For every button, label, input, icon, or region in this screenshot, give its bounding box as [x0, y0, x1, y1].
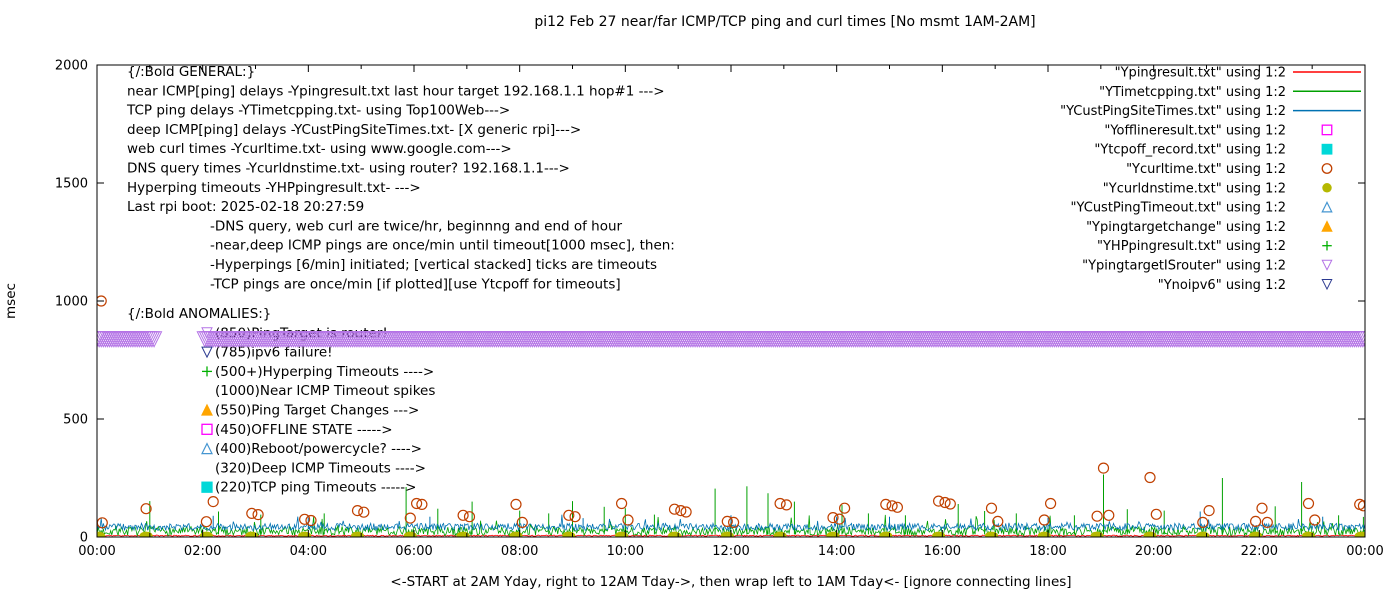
svg-text:-TCP pings are once/min [if pl: -TCP pings are once/min [if plotted][use…: [210, 276, 621, 292]
svg-text:(400)Reboot/powercycle? ---->: (400)Reboot/powercycle? ---->: [215, 441, 422, 457]
svg-text:02:00: 02:00: [184, 544, 221, 559]
svg-text:web curl times -Ycurltime.txt-: web curl times -Ycurltime.txt- using www…: [127, 141, 512, 157]
svg-text:-near,deep ICMP pings are once: -near,deep ICMP pings are once/min until…: [210, 238, 675, 254]
svg-text:16:00: 16:00: [924, 544, 961, 559]
svg-text:"Ycurltime.txt" using 1:2: "Ycurltime.txt" using 1:2: [1126, 162, 1286, 177]
svg-text:"Ynoipv6" using 1:2: "Ynoipv6" using 1:2: [1158, 278, 1286, 293]
svg-text:(500+)Hyperping Timeouts ---->: (500+)Hyperping Timeouts ---->: [215, 364, 434, 380]
svg-text:(1000)Near ICMP Timeout spikes: (1000)Near ICMP Timeout spikes: [215, 383, 435, 399]
svg-text:Hyperping timeouts -YHPpingres: Hyperping timeouts -YHPpingresult.txt- -…: [127, 180, 421, 196]
chart-title: pi12 Feb 27 near/far ICMP/TCP ping and c…: [534, 14, 1036, 30]
svg-text:00:00: 00:00: [78, 544, 115, 559]
svg-text:(320)Deep ICMP Timeouts ---->: (320)Deep ICMP Timeouts ---->: [215, 460, 426, 476]
svg-text:04:00: 04:00: [290, 544, 327, 559]
svg-text:12:00: 12:00: [712, 544, 749, 559]
svg-text:{/:Bold GENERAL:}: {/:Bold GENERAL:}: [127, 64, 255, 80]
svg-text:"YTimetcpping.txt" using 1:2: "YTimetcpping.txt" using 1:2: [1099, 85, 1286, 100]
svg-text:"Ypingtargetchange" using 1:2: "Ypingtargetchange" using 1:2: [1086, 220, 1286, 235]
svg-text:(450)OFFLINE STATE ----->: (450)OFFLINE STATE ----->: [215, 422, 393, 438]
svg-text:"YCustPingSiteTimes.txt" using: "YCustPingSiteTimes.txt" using 1:2: [1060, 104, 1286, 119]
svg-text:20:00: 20:00: [1135, 544, 1172, 559]
svg-text:"Ycurldnstime.txt" using 1:2: "Ycurldnstime.txt" using 1:2: [1103, 181, 1286, 196]
svg-text:"YCustPingTimeout.txt" using 1: "YCustPingTimeout.txt" using 1:2: [1071, 201, 1286, 216]
svg-text:(220)TCP ping Timeouts ----->: (220)TCP ping Timeouts ----->: [215, 480, 417, 496]
svg-text:"YpingtargetISrouter" using 1:: "YpingtargetISrouter" using 1:2: [1082, 259, 1286, 274]
svg-text:1500: 1500: [55, 177, 88, 192]
svg-text:06:00: 06:00: [395, 544, 432, 559]
svg-text:"Yofflineresult.txt" using 1:2: "Yofflineresult.txt" using 1:2: [1104, 123, 1286, 138]
svg-text:00:00: 00:00: [1346, 544, 1383, 559]
svg-text:"Ytcpoff_record.txt" using 1:2: "Ytcpoff_record.txt" using 1:2: [1094, 143, 1286, 158]
svg-text:2000: 2000: [55, 59, 88, 74]
svg-text:-Hyperpings [6/min] initiated;: -Hyperpings [6/min] initiated; [vertical…: [210, 257, 657, 273]
svg-text:1000: 1000: [55, 295, 88, 310]
svg-text:DNS query times -Ycurldnstime.: DNS query times -Ycurldnstime.txt- using…: [127, 161, 570, 177]
svg-text:(785)ipv6 failure!: (785)ipv6 failure!: [215, 345, 333, 361]
svg-text:{/:Bold ANOMALIES:}: {/:Bold ANOMALIES:}: [127, 306, 271, 322]
svg-text:22:00: 22:00: [1241, 544, 1278, 559]
svg-text:deep ICMP[ping] delays -YCustP: deep ICMP[ping] delays -YCustPingSiteTim…: [127, 122, 581, 138]
x-axis-label: <-START at 2AM Yday, right to 12AM Tday-…: [390, 574, 1072, 590]
svg-text:(550)Ping Target Changes --->: (550)Ping Target Changes --->: [215, 403, 419, 419]
svg-text:14:00: 14:00: [818, 544, 855, 559]
svg-text:near ICMP[ping] delays -Ypingr: near ICMP[ping] delays -Ypingresult.txt …: [127, 83, 665, 99]
svg-text:TCP ping delays -YTimetcpping.: TCP ping delays -YTimetcpping.txt- using…: [126, 103, 510, 119]
svg-text:"YHPpingresult.txt" using 1:2: "YHPpingresult.txt" using 1:2: [1097, 239, 1286, 254]
svg-text:0: 0: [80, 531, 88, 546]
svg-text:"Ypingresult.txt" using 1:2: "Ypingresult.txt" using 1:2: [1115, 66, 1286, 81]
svg-text:18:00: 18:00: [1029, 544, 1066, 559]
svg-text:08:00: 08:00: [501, 544, 538, 559]
svg-text:10:00: 10:00: [607, 544, 644, 559]
svg-text:500: 500: [63, 413, 88, 428]
svg-text:Last rpi boot: 2025-02-18 20:2: Last rpi boot: 2025-02-18 20:27:59: [127, 199, 364, 215]
svg-text:-DNS query, web curl are twice: -DNS query, web curl are twice/hr, begin…: [210, 218, 623, 234]
